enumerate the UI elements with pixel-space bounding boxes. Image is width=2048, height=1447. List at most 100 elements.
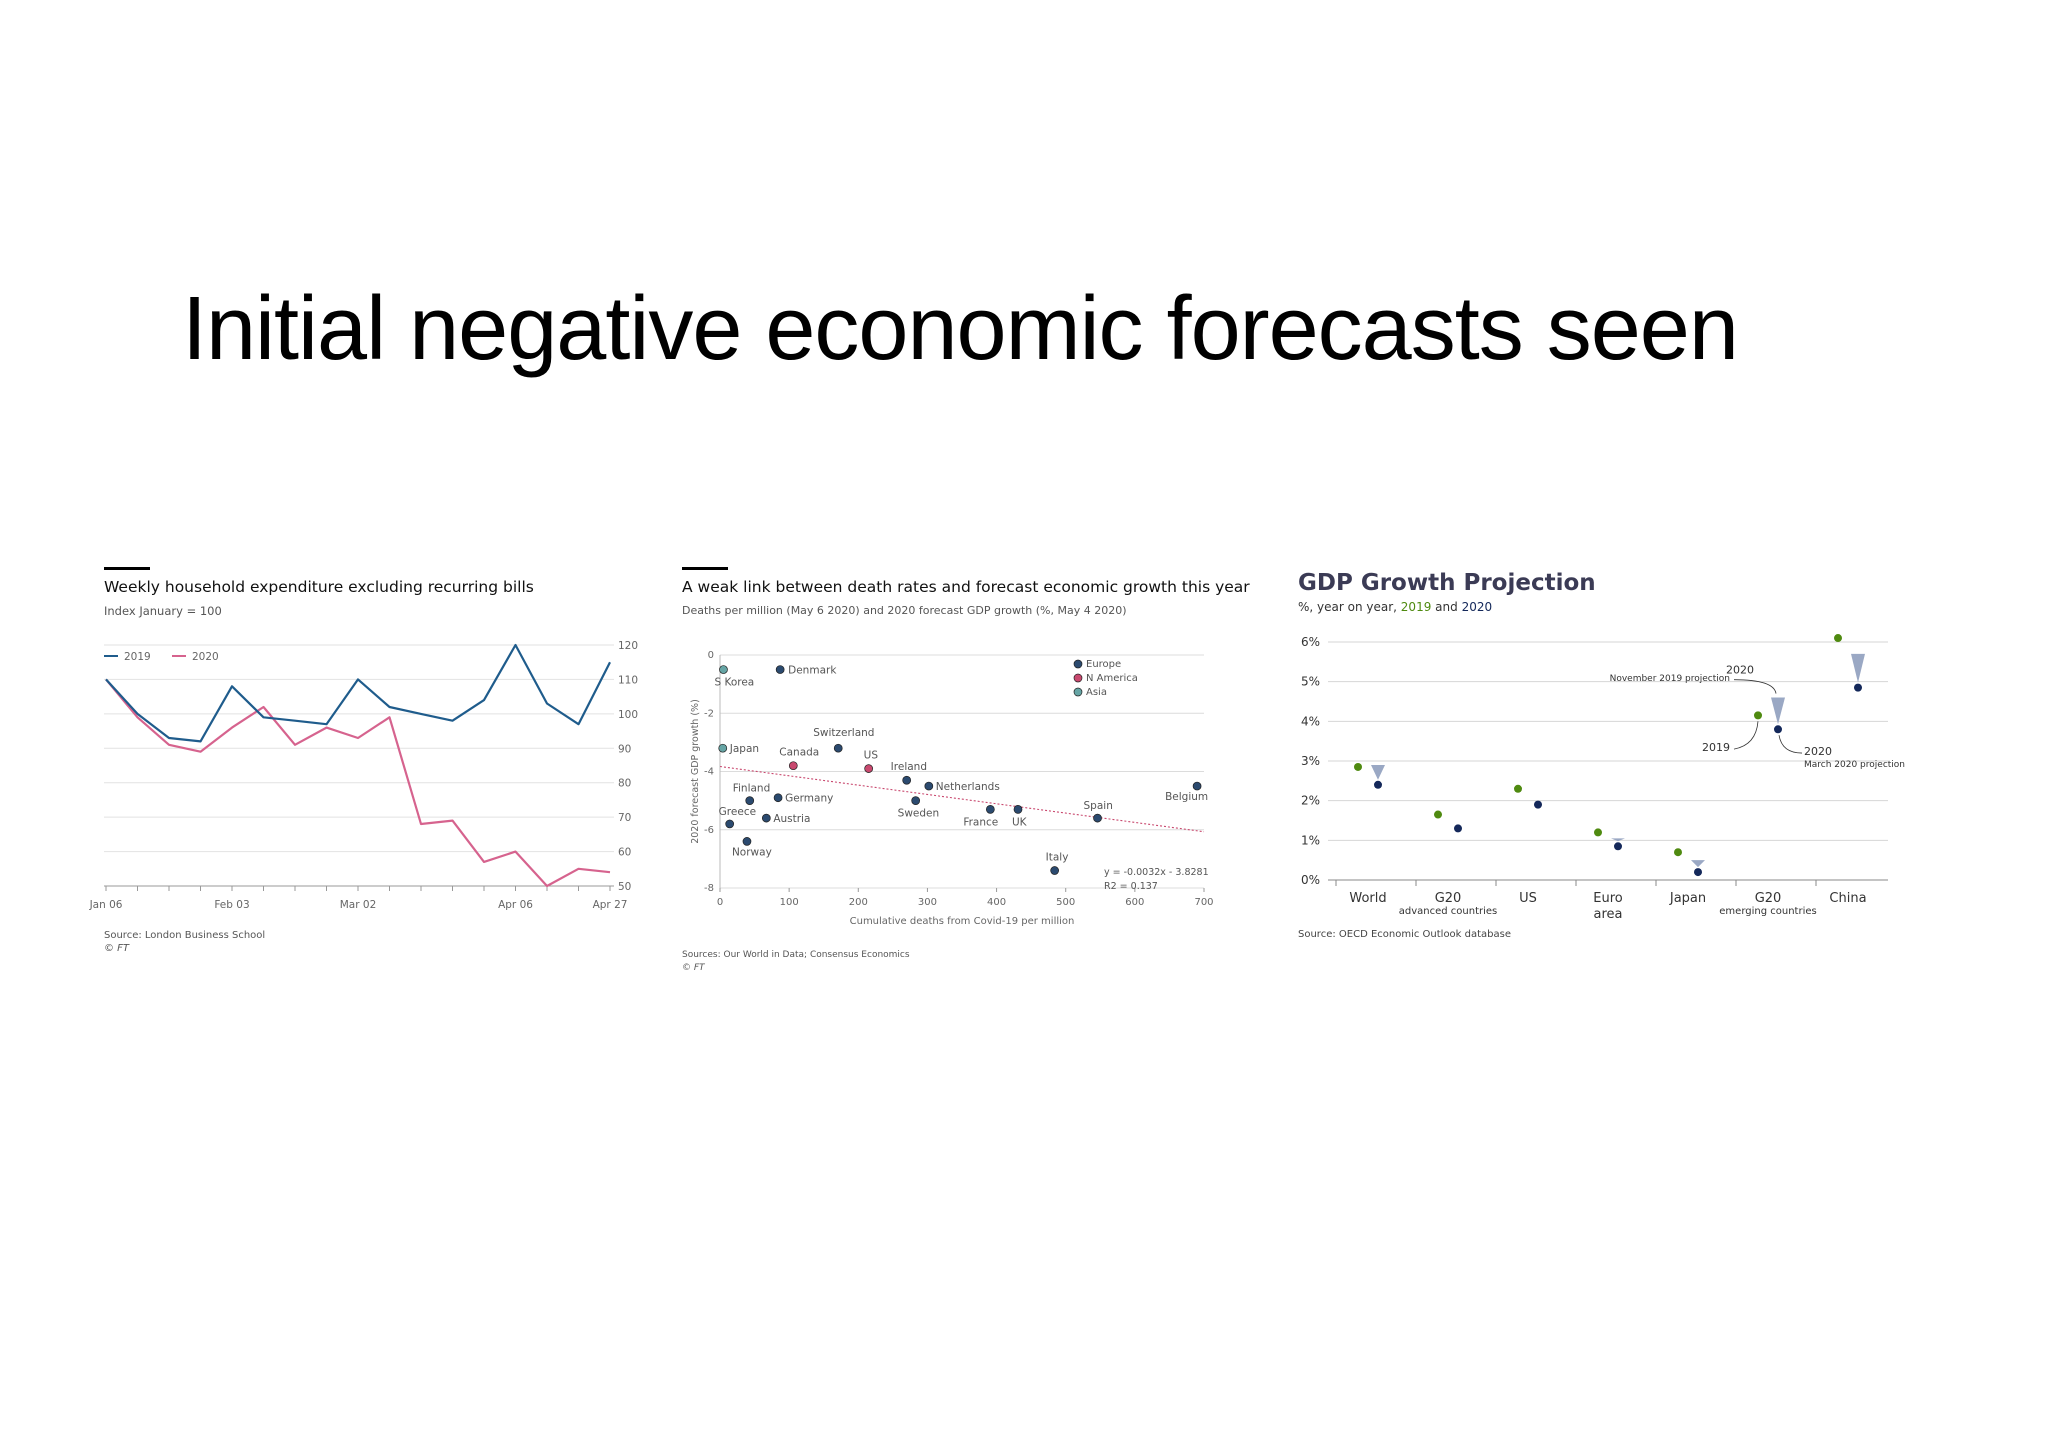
y-tick-label: 70	[618, 812, 631, 824]
point-label: Japan	[729, 743, 759, 755]
point-2019	[1834, 634, 1842, 643]
point-2020	[1454, 824, 1462, 833]
y-tick-label: 4%	[1301, 714, 1320, 728]
point-switzerland	[833, 743, 843, 753]
source-text: Source: London Business School	[104, 930, 266, 941]
point-2020	[1534, 800, 1542, 809]
legend-label-Europe: Europe	[1086, 659, 1121, 670]
point-2020	[1854, 683, 1862, 692]
point-label: France	[963, 816, 998, 828]
x-tick-label: Apr 06	[498, 899, 533, 911]
trendline-equation: y = -0.0032x - 3.8281	[1104, 867, 1209, 878]
category-label: G20	[1755, 891, 1782, 906]
y-tick-label: 60	[618, 847, 631, 859]
point-finland	[745, 796, 755, 805]
point-label: Switzerland	[813, 727, 874, 739]
subtitle-prefix: %, year on year,	[1298, 600, 1397, 614]
point-sweden	[911, 796, 921, 805]
point-2020	[1774, 725, 1782, 734]
point-label: Austria	[773, 813, 810, 825]
annotation-bottom-text: March 2020 projection	[1804, 760, 1905, 770]
x-axis-label: Cumulative deaths from Covid-19 per mill…	[850, 916, 1075, 927]
series-line-2020	[105, 678, 611, 888]
point-label: Denmark	[788, 665, 837, 677]
point-label: Spain	[1084, 800, 1113, 812]
slide-title: Initial negative economic forecasts seen	[182, 279, 1739, 379]
chart-source: Source: London Business School © FT	[104, 929, 265, 955]
projection-revision-arrow	[1851, 653, 1865, 683]
y-tick-label: -8	[704, 883, 714, 894]
legend-marker-Asia	[1073, 687, 1083, 697]
x-tick-label: Jan 06	[89, 899, 123, 911]
point-belgium	[1192, 781, 1202, 791]
trendline-r2: R2 = 0.137	[1104, 881, 1158, 892]
legend-label-N America: N America	[1086, 673, 1138, 684]
point-ireland	[902, 775, 912, 785]
credit-text: © FT	[682, 963, 705, 973]
chart-title: GDP Growth Projection	[1298, 570, 1596, 596]
point-label: Norway	[732, 846, 772, 858]
legend-marker-N America	[1073, 673, 1083, 683]
x-tick-label: 100	[780, 897, 799, 908]
projection-revision-arrow	[1611, 838, 1625, 842]
point-france	[985, 805, 995, 814]
trendline	[719, 765, 1205, 833]
point-2019	[1434, 810, 1442, 819]
legend-marker-Europe	[1073, 659, 1083, 669]
chart-subtitle: Index January = 100	[104, 604, 222, 618]
x-tick-label: 200	[849, 897, 868, 908]
expenditure-line-chart: 50 60 70 80 90 100 110 120 Jan 06 Feb 03 Mar 02 Apr…	[89, 640, 638, 911]
title-rule	[104, 567, 150, 570]
point-italy	[1050, 866, 1060, 875]
chart-source: Source: OECD Economic Outlook database	[1298, 929, 1512, 940]
subtitle-year-2020: 2020	[1461, 600, 1493, 614]
chart-subtitle: Deaths per million (May 6 2020) and 2020…	[682, 604, 1127, 617]
chart-title: A weak link between death rates and fore…	[682, 578, 1250, 596]
point-austria	[761, 813, 771, 823]
y-tick-label: 100	[618, 709, 638, 721]
x-tick-label: 700	[1194, 897, 1213, 908]
x-tick-label: 400	[987, 897, 1006, 908]
annotation-top-arrow	[1733, 679, 1777, 694]
y-tick-label: 1%	[1301, 833, 1320, 847]
legend-label-2019: 2019	[124, 651, 151, 663]
legend-label-Asia: Asia	[1086, 687, 1107, 698]
y-tick-label: 110	[618, 674, 638, 686]
point-2020	[1694, 868, 1702, 877]
category-sublabel: advanced countries	[1399, 906, 1498, 917]
x-tick-label: 300	[918, 897, 937, 908]
point-canada	[788, 761, 798, 771]
y-tick-label: -2	[704, 708, 714, 719]
annotation-left-year: 2019	[1702, 741, 1730, 754]
point-germany	[773, 793, 783, 803]
point-uk	[1013, 805, 1023, 814]
y-tick-label: -6	[704, 825, 714, 836]
point-label: Netherlands	[936, 781, 1000, 793]
projection-revision-arrow	[1371, 764, 1385, 780]
y-tick-label: 5%	[1301, 675, 1320, 689]
annotation-bottom-arrow	[1778, 735, 1803, 754]
y-tick-label: 50	[618, 881, 631, 893]
point-2020	[1374, 780, 1382, 789]
point-netherlands	[924, 781, 934, 791]
deaths-gdp-chart-panel: A weak link between death rates and fore…	[674, 560, 1250, 980]
point-label: Sweden	[898, 808, 940, 820]
point-label: Germany	[785, 793, 833, 805]
x-tick-label: Apr 27	[593, 899, 628, 911]
point-2019	[1354, 762, 1362, 771]
point-label: US	[864, 750, 879, 762]
point-2019	[1514, 784, 1522, 793]
point-label: Belgium	[1165, 791, 1208, 803]
title-rule	[682, 567, 728, 570]
x-tick-label: 0	[717, 897, 723, 908]
expenditure-chart-panel: Weekly household expenditure excluding r…	[89, 560, 648, 960]
point-norway	[742, 837, 752, 846]
point-us	[864, 764, 874, 773]
subtitle-year-2019: 2019	[1400, 600, 1432, 614]
category-label: G20	[1435, 891, 1462, 906]
point-label: Italy	[1046, 852, 1069, 864]
source-text: Sources: Our World in Data; Consensus Ec…	[682, 950, 910, 960]
annotation-top-year: 2020	[1726, 664, 1754, 677]
annotation-bottom-year: 2020	[1804, 745, 1832, 758]
